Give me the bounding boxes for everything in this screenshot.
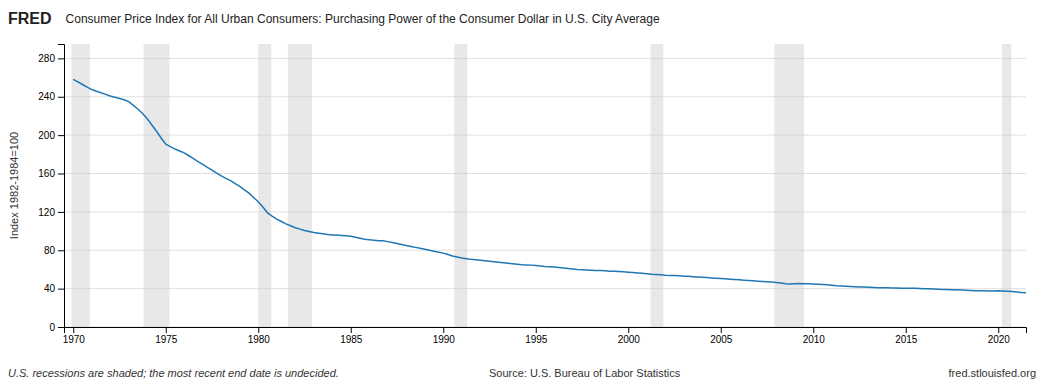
y-tick-mark bbox=[58, 174, 64, 175]
y-tick: 40 bbox=[44, 283, 64, 294]
x-tick-mark bbox=[906, 327, 907, 333]
y-tick-label: 240 bbox=[38, 91, 55, 102]
recession-band bbox=[258, 44, 271, 327]
y-tick-label: 120 bbox=[38, 207, 55, 218]
y-tick-label: 0 bbox=[49, 322, 55, 333]
grid-line bbox=[64, 58, 1026, 59]
site: fred.stlouisfed.org bbox=[949, 367, 1036, 379]
x-tick-mark bbox=[443, 327, 444, 333]
line bbox=[73, 79, 1026, 292]
x-tick: 1985 bbox=[340, 327, 363, 345]
recession-band bbox=[454, 44, 467, 327]
y-tick-mark bbox=[58, 212, 64, 213]
x-tick: 2000 bbox=[618, 327, 641, 345]
y-axis-line bbox=[58, 45, 65, 328]
title: Consumer Price Index for All Urban Consu… bbox=[66, 12, 660, 26]
source: Source: U.S. Bureau of Labor Statistics bbox=[489, 367, 681, 379]
y-tick-label: 80 bbox=[44, 245, 56, 256]
y-tick: 200 bbox=[38, 130, 64, 141]
x-tick-label: 1970 bbox=[63, 334, 86, 345]
x-tick-mark bbox=[351, 327, 352, 333]
y-tick-label: 40 bbox=[44, 283, 56, 294]
x-tick-mark bbox=[536, 327, 537, 333]
y-tick: 240 bbox=[38, 91, 64, 102]
x-tick-mark bbox=[998, 327, 999, 333]
y-tick-label: 280 bbox=[38, 53, 55, 64]
x-tick-label: 2005 bbox=[710, 334, 733, 345]
x-tick: 2005 bbox=[710, 327, 733, 345]
plot-area bbox=[71, 44, 1026, 327]
x-tick-mark bbox=[721, 327, 722, 333]
x-tick: 2015 bbox=[895, 327, 918, 345]
y-tick: 0 bbox=[49, 322, 64, 333]
x-tick: 1980 bbox=[248, 327, 271, 345]
y-tick: 160 bbox=[38, 168, 64, 179]
x-tick: 1995 bbox=[525, 327, 548, 345]
x-tick-label: 1990 bbox=[433, 334, 456, 345]
x-tick-label: 2015 bbox=[895, 334, 918, 345]
grid-line bbox=[64, 211, 1026, 212]
grid bbox=[64, 58, 1026, 327]
chart: 1970197519801985199019952000200520102015… bbox=[0, 0, 1044, 387]
grid-line bbox=[64, 135, 1026, 136]
x-tick-label: 1995 bbox=[525, 334, 548, 345]
y-tick: 280 bbox=[38, 53, 64, 64]
y-tick-label: 160 bbox=[38, 168, 55, 179]
recession-band bbox=[288, 44, 312, 327]
y-tick: 80 bbox=[44, 245, 64, 256]
x-tick-mark bbox=[813, 327, 814, 333]
grid-line bbox=[64, 250, 1026, 251]
y-tick-mark bbox=[58, 58, 64, 59]
x-tick-mark bbox=[258, 327, 259, 333]
x-tick-label: 1975 bbox=[155, 334, 178, 345]
x-tick: 1970 bbox=[63, 327, 86, 345]
x-tick-mark bbox=[166, 327, 167, 333]
y-tick-mark bbox=[58, 97, 64, 98]
x-tick-label: 2000 bbox=[618, 334, 641, 345]
grid-line bbox=[64, 96, 1026, 97]
x-tick-label: 2010 bbox=[803, 334, 826, 345]
footnote: U.S. recessions are shaded; the most rec… bbox=[8, 367, 339, 379]
recession-band bbox=[144, 44, 170, 327]
y-tick-mark bbox=[58, 327, 64, 328]
y-tick-label: 200 bbox=[38, 130, 55, 141]
x-tick-label: 1985 bbox=[340, 334, 363, 345]
x-tick: 1975 bbox=[155, 327, 178, 345]
y-tick: 120 bbox=[38, 207, 64, 218]
x-tick-mark bbox=[628, 327, 629, 333]
y-axis-label: Index 1982-1984=100 bbox=[8, 132, 20, 239]
x-tick: 2010 bbox=[803, 327, 826, 345]
x-tick-label: 1980 bbox=[248, 334, 271, 345]
y-axis: 0 40 80 120 160 200 240 280 bbox=[38, 45, 64, 333]
x-tick-mark bbox=[73, 327, 74, 333]
x-axis: 1970 1975 1980 1985 1990 1995 2000 2005 2010 2015… bbox=[63, 327, 1027, 345]
x-tick-label: 2020 bbox=[988, 334, 1011, 345]
recession-band bbox=[650, 44, 663, 327]
y-tick-mark bbox=[58, 135, 64, 136]
y-tick-mark bbox=[58, 250, 64, 251]
y-tick-mark bbox=[58, 289, 64, 290]
x-axis-line bbox=[65, 328, 1027, 334]
x-tick: 1990 bbox=[433, 327, 456, 345]
recession-band bbox=[1002, 44, 1011, 327]
brand: FRED bbox=[8, 10, 52, 27]
grid-line bbox=[64, 173, 1026, 174]
x-tick: 2020 bbox=[988, 327, 1011, 345]
